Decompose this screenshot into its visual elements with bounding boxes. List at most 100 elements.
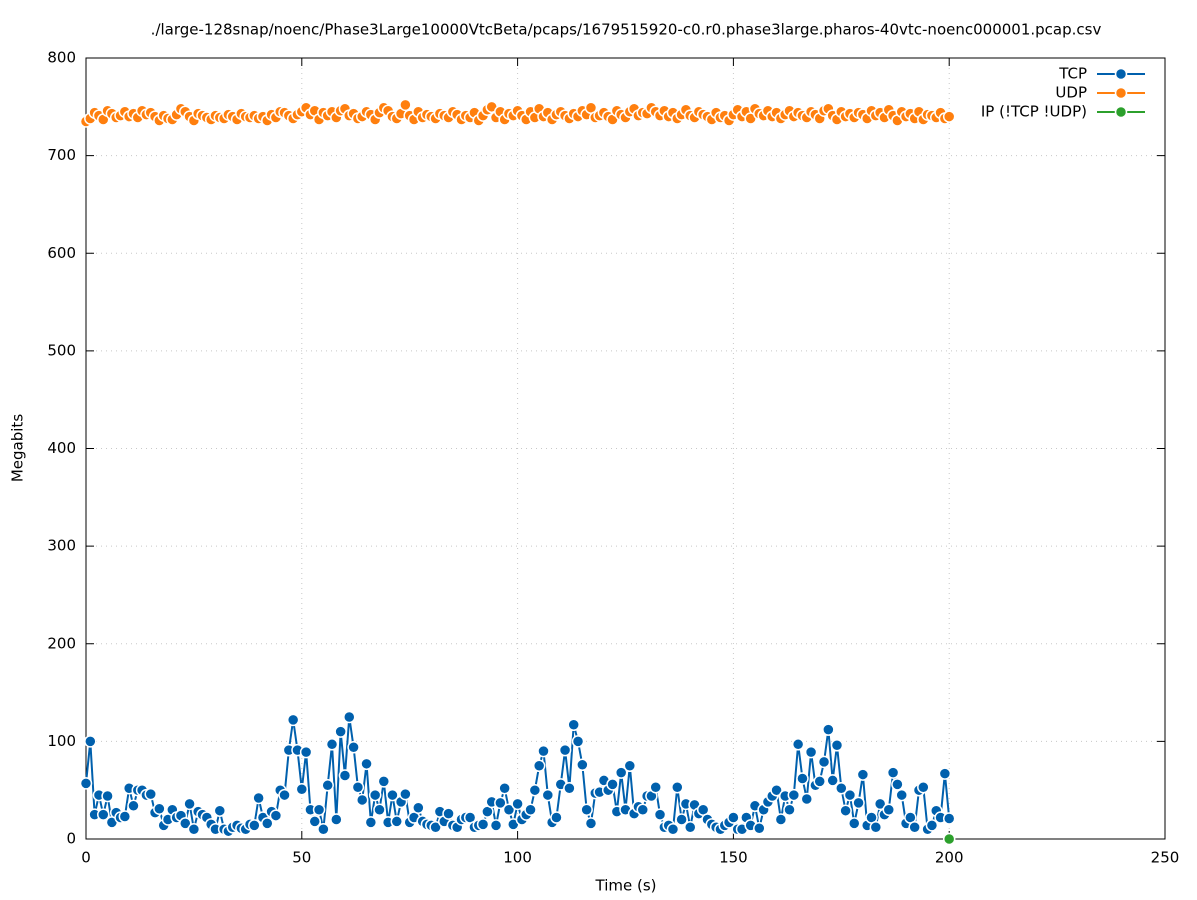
data-point [360,757,373,771]
data-point [312,803,326,816]
data-point [127,799,140,813]
x-tick-label: 150 [719,849,748,867]
data-point [97,808,110,821]
data-point [213,804,227,817]
data-point [187,822,201,836]
x-tick-label: 100 [503,849,532,867]
data-point [317,822,330,836]
data-point [550,811,563,824]
data-point [830,739,844,752]
data-point [813,775,826,788]
data-point [330,813,343,826]
data-point [295,782,309,796]
data-point [614,766,628,779]
data-point [942,110,956,123]
data-point [286,713,300,727]
data-point [334,725,347,738]
data-point [399,98,412,112]
data-point [532,759,546,773]
plot-border [85,57,1166,840]
data-point [183,797,196,811]
chart-title: ./large-128snap/noenc/Phase3Large10000Vt… [151,21,1102,39]
data-point [347,740,360,754]
y-tick-label: 300 [47,537,76,555]
data-point [886,766,900,779]
data-point [351,781,365,794]
data-point [489,819,503,832]
data-point [502,803,516,816]
y-tick-label: 500 [47,341,76,359]
data-point [791,738,805,751]
data-point [770,783,783,797]
data-point [412,801,425,815]
y-tick-label: 100 [47,732,76,750]
data-point [524,803,537,816]
legend-swatch [1114,67,1128,81]
data-point [727,811,740,824]
data-point [869,821,883,834]
data-point [442,807,455,820]
data-point [942,832,956,846]
data-point [623,759,637,773]
data-point [386,788,399,802]
data-point [584,817,598,830]
data-point [653,808,667,821]
data-point [373,803,386,816]
data-point [355,793,369,807]
data-point [783,803,796,816]
data-point [511,797,524,811]
data-point [571,735,585,748]
data-point [321,779,334,792]
y-tick-label: 0 [66,830,76,848]
data-point [835,781,848,795]
data-point [666,822,680,836]
data-point [494,796,507,810]
data-point [942,812,956,825]
data-point [179,817,192,830]
y-tick-label: 700 [47,146,76,164]
y-tick-label: 200 [47,634,76,652]
data-point [308,815,321,828]
y-axis-label: Megabits [9,414,27,482]
data-point [248,819,261,832]
data-point [671,781,684,794]
data-point [800,792,814,806]
data-point [343,710,356,724]
x-tick-label: 250 [1151,849,1180,867]
data-point [144,787,157,801]
data-point [299,745,313,759]
data-point [101,789,114,803]
data-point [278,788,291,802]
data-point [873,797,887,811]
x-tick-label: 200 [935,849,964,867]
data-point [649,781,662,794]
data-point [822,723,835,736]
data-point [753,822,766,835]
data-point [567,718,580,732]
data-point [84,735,97,748]
data-point [558,743,572,757]
data-point [325,738,339,751]
data-point [541,788,555,802]
data-point [429,821,442,834]
data-point [498,781,511,795]
legend-label: UDP [1055,84,1087,102]
data-point [826,774,839,787]
data-point [852,796,865,810]
legend-label: IP (!TCP !UDP) [981,103,1087,121]
data-point [261,817,274,830]
data-point [856,768,870,781]
data-point [817,755,831,769]
data-point [796,772,809,785]
legend-swatch [1114,86,1128,100]
data-point [252,791,265,805]
y-tick-label: 600 [47,244,76,262]
data-point [580,803,593,816]
data-point [377,775,391,788]
y-tick-label: 400 [47,439,76,457]
x-axis-label: Time (s) [595,877,657,895]
x-tick-label: 0 [81,849,91,867]
data-point [804,745,818,759]
data-point [606,778,619,791]
